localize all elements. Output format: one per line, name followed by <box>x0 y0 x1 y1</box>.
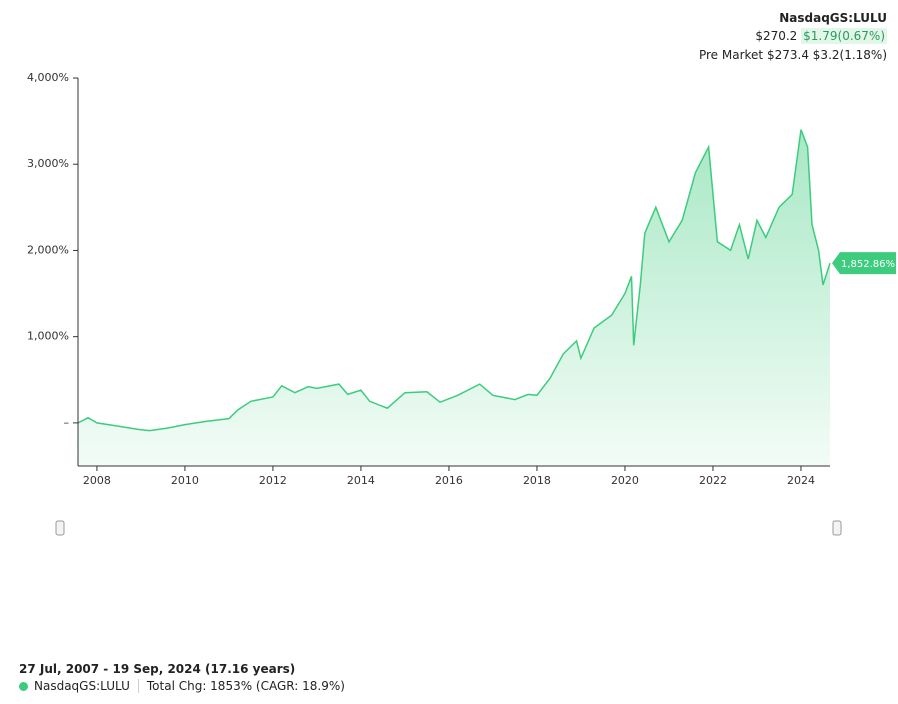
legend-label: NasdaqGS:LULU <box>34 679 139 693</box>
x-tick-label: 2010 <box>171 474 199 487</box>
area <box>78 129 830 466</box>
pre-market-price: $273.4 <box>766 48 809 62</box>
y-tick-label: 3,000% <box>27 157 69 170</box>
date-range: 27 Jul, 2007 - 19 Sep, 2024 (17.16 years… <box>19 662 296 676</box>
x-tick-label: 2014 <box>347 474 375 487</box>
end-label-box <box>832 252 896 275</box>
y-tick-label: 4,000% <box>27 71 69 84</box>
chart: – 1,000% 2,000% 3,000% 4,000% 2008 2010 2012 201… <box>27 71 896 536</box>
x-tick-label: 2018 <box>523 474 551 487</box>
pre-market-label: Pre Market <box>698 48 764 62</box>
x-tick-label: 2012 <box>259 474 287 487</box>
change: $1.79(0.67%) <box>801 28 887 44</box>
legend-dot <box>19 681 28 691</box>
pre-market-change: $3.2(1.18%) <box>812 48 887 62</box>
y-tick-label: 2,000% <box>27 243 69 256</box>
total-change: Total Chg: 1853% (CAGR: 18.9%) <box>146 679 345 693</box>
price-row: $270.2 $1.79(0.67%) <box>755 28 887 44</box>
x-tick-label: 2024 <box>787 474 815 487</box>
x-tick-label: 2016 <box>435 474 463 487</box>
x-tick-label: 2022 <box>699 474 727 487</box>
pre-market-row: Pre Market $273.4 $3.2(1.18%) <box>699 48 887 62</box>
range-handle[interactable] <box>55 520 65 536</box>
x-tick-label: 2008 <box>83 474 111 487</box>
ticker: NasdaqGS:LULU <box>779 11 887 25</box>
range-handle[interactable] <box>832 520 842 536</box>
line <box>77 129 831 432</box>
end-label: 1,852.86% <box>841 259 895 270</box>
price: $270.2 <box>755 29 798 43</box>
y-tick-label: 1,000% <box>27 330 69 343</box>
x-tick-label: 2020 <box>611 474 639 487</box>
y-tick-label: – <box>64 416 70 429</box>
legend: NasdaqGS:LULU Total Chg: 1853% (CAGR: 18… <box>19 679 345 693</box>
